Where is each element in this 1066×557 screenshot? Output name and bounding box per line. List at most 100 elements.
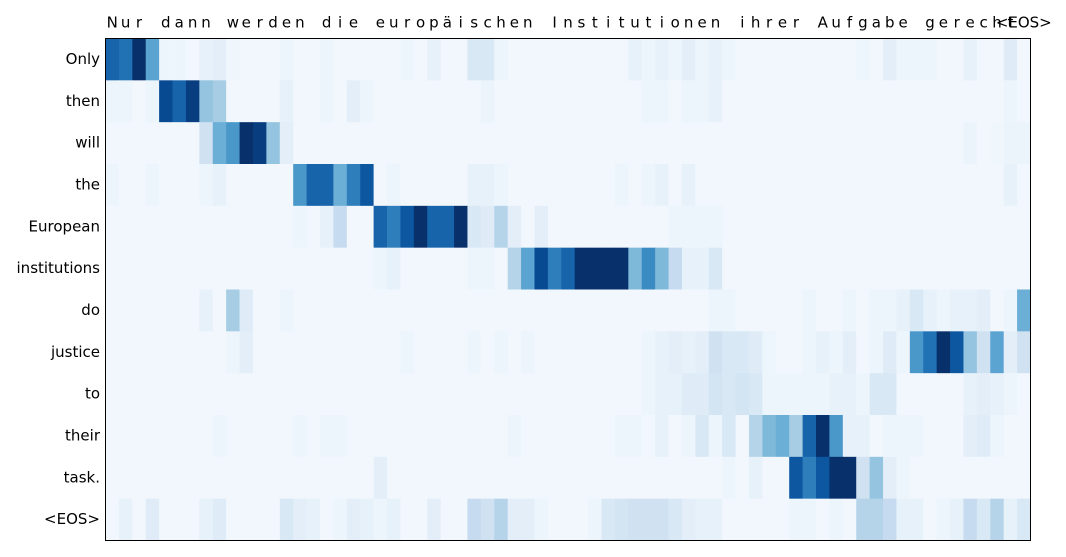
heatmap-cell xyxy=(574,415,589,458)
heatmap-cell xyxy=(145,247,160,290)
heatmap-cell xyxy=(775,373,790,416)
heatmap-cell xyxy=(789,415,804,458)
x-tick-label: h xyxy=(992,14,1002,32)
heatmap-cell xyxy=(132,331,147,374)
heatmap-cell xyxy=(869,331,884,374)
heatmap-cell xyxy=(333,498,348,541)
heatmap-cell xyxy=(105,247,120,290)
heatmap-cell xyxy=(802,122,817,165)
heatmap-cell xyxy=(655,80,669,123)
heatmap-cell xyxy=(172,331,187,374)
heatmap-cell xyxy=(816,247,830,290)
heatmap-cell xyxy=(802,289,817,332)
heatmap-cell xyxy=(118,80,133,123)
heatmap-cell xyxy=(695,80,710,123)
heatmap-cell xyxy=(909,498,924,541)
heatmap-cell xyxy=(507,247,522,290)
heatmap-cell xyxy=(963,415,978,458)
heatmap-cell xyxy=(185,164,200,207)
heatmap-cell xyxy=(547,80,562,123)
heatmap-cell xyxy=(185,415,200,458)
heatmap-cell xyxy=(199,415,214,458)
heatmap-cell xyxy=(360,289,375,332)
heatmap-cell xyxy=(561,373,576,416)
heatmap-cell xyxy=(909,456,924,500)
heatmap-cell xyxy=(494,38,509,81)
heatmap-cell xyxy=(909,331,924,374)
x-tick-label: n xyxy=(684,14,694,32)
heatmap-cell xyxy=(816,38,830,81)
heatmap-cell xyxy=(896,205,911,249)
heatmap-cell xyxy=(1003,164,1018,207)
heatmap-cell xyxy=(145,205,160,249)
x-tick-label: f xyxy=(847,14,853,32)
heatmap-cell xyxy=(708,456,723,500)
x-tick-label: n xyxy=(295,14,305,32)
heatmap-cell xyxy=(561,164,576,207)
heatmap-cell xyxy=(909,373,924,416)
heatmap-cell xyxy=(681,331,696,374)
heatmap-cell xyxy=(829,80,844,123)
heatmap-cell xyxy=(534,38,549,81)
x-tick-label: e xyxy=(966,14,975,32)
heatmap-cell xyxy=(212,289,227,332)
heatmap-cell xyxy=(239,122,254,165)
heatmap-cell xyxy=(132,122,147,165)
heatmap-cell xyxy=(333,80,348,123)
heatmap-cell xyxy=(360,164,375,207)
heatmap-cell xyxy=(293,289,307,332)
heatmap-cell xyxy=(266,164,281,207)
heatmap-cell xyxy=(735,247,750,290)
heatmap-cell xyxy=(775,456,790,500)
heatmap-cell xyxy=(226,164,240,207)
heatmap-cell xyxy=(252,456,267,500)
heatmap-cell xyxy=(842,415,857,458)
heatmap-cell xyxy=(896,373,911,416)
heatmap-cell xyxy=(413,247,428,290)
heatmap-cell xyxy=(1003,498,1018,541)
heatmap-cell xyxy=(480,373,495,416)
heatmap-cell xyxy=(588,456,602,500)
heatmap-cell xyxy=(708,289,723,332)
heatmap-cell xyxy=(883,331,897,374)
heatmap-cell xyxy=(883,38,897,81)
x-tick-label: ä xyxy=(443,14,452,32)
heatmap-cell xyxy=(266,289,281,332)
x-tick-label: h xyxy=(496,14,506,32)
heatmap-cell xyxy=(400,247,415,290)
heatmap-cell xyxy=(199,456,214,500)
heatmap-cell xyxy=(507,80,522,123)
heatmap-cell xyxy=(440,38,455,81)
heatmap-cell xyxy=(226,38,240,81)
heatmap-cell xyxy=(454,205,468,249)
heatmap-cell xyxy=(574,247,589,290)
heatmap-cell xyxy=(990,331,1005,374)
heatmap-cell xyxy=(293,415,307,458)
heatmap-cell xyxy=(976,373,991,416)
heatmap-cell xyxy=(802,38,817,81)
heatmap-cell xyxy=(990,498,1005,541)
heatmap-cell xyxy=(440,456,455,500)
heatmap-cell xyxy=(400,289,415,332)
heatmap-cell xyxy=(614,122,629,165)
heatmap-cell xyxy=(413,331,428,374)
heatmap-cell xyxy=(883,498,897,541)
heatmap-cell xyxy=(655,498,669,541)
heatmap-cell xyxy=(561,122,576,165)
heatmap-cell xyxy=(681,415,696,458)
x-tick-label: i xyxy=(606,14,610,32)
heatmap-cell xyxy=(990,38,1005,81)
heatmap-cell xyxy=(172,247,187,290)
heatmap-cell xyxy=(467,289,482,332)
y-tick-label: Only xyxy=(66,50,100,68)
x-tick-label: r xyxy=(954,14,961,32)
heatmap-cell xyxy=(172,373,187,416)
heatmap-cell xyxy=(990,456,1005,500)
heatmap-cell xyxy=(601,415,616,458)
heatmap-cell xyxy=(681,164,696,207)
heatmap-cell xyxy=(266,38,281,81)
heatmap-cell xyxy=(454,415,468,458)
heatmap-cell xyxy=(360,122,375,165)
x-tick-label: n xyxy=(711,14,721,32)
heatmap-cell xyxy=(346,80,361,123)
